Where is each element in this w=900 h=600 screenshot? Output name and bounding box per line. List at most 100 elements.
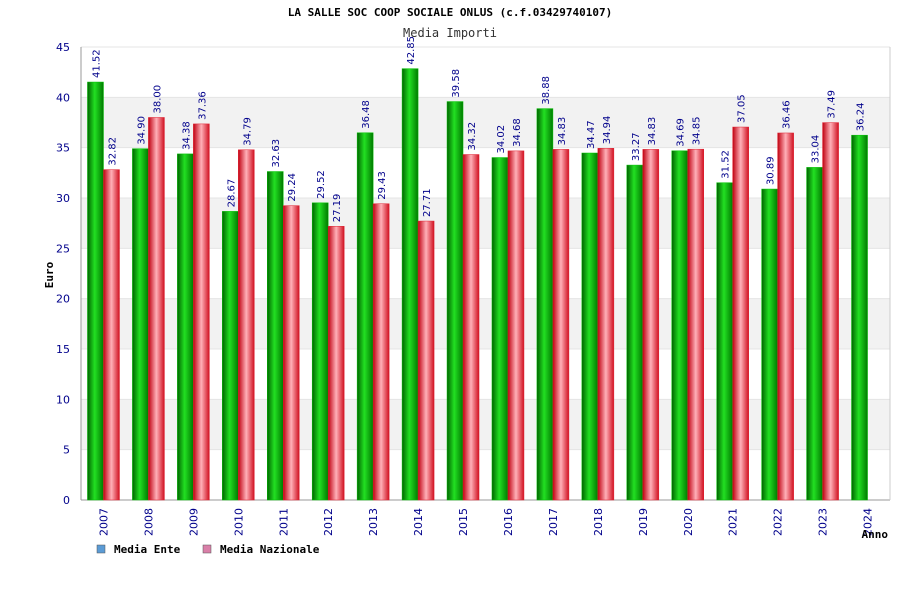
bar-media-ente-2010: [222, 211, 239, 501]
bar-media-ente-2017: [536, 108, 554, 501]
bar-media-nazionale-2010: [238, 149, 255, 501]
bar-media-ente-2013: [356, 132, 374, 501]
value-label: 32.63: [271, 139, 282, 168]
value-label: 34.68: [512, 118, 523, 147]
x-tick-label: 2013: [367, 508, 380, 536]
y-tick-label: 40: [56, 91, 70, 104]
y-tick-label: 45: [56, 41, 70, 54]
bar-media-nazionale-2019: [642, 149, 660, 501]
grid-band: [81, 97, 890, 148]
x-tick-label: 2008: [142, 508, 155, 536]
bar-media-nazionale-2017: [552, 149, 570, 501]
x-tick-label: 2016: [502, 508, 515, 536]
x-tick-label: 2018: [592, 508, 605, 536]
value-label: 34.83: [557, 117, 568, 146]
value-label: 38.88: [541, 76, 552, 105]
y-tick-label: 30: [56, 192, 70, 205]
value-label: 27.19: [332, 194, 343, 223]
value-label: 34.38: [181, 121, 192, 150]
bar-media-nazionale-2015: [462, 154, 480, 501]
x-tick-label: 2012: [322, 508, 335, 536]
grid-band: [81, 298, 890, 349]
value-label: 38.00: [152, 85, 163, 114]
value-label: 34.85: [692, 117, 703, 146]
bar-media-nazionale-2009: [193, 123, 210, 501]
value-label: 29.43: [377, 171, 388, 200]
value-label: 34.47: [586, 120, 597, 149]
value-label: 36.48: [361, 100, 372, 129]
x-axis-label: Anno: [862, 528, 889, 541]
bar-media-ente-2020: [671, 150, 688, 501]
y-tick-label: 5: [63, 444, 70, 457]
y-axis-label: Euro: [43, 261, 56, 288]
bar-media-ente-2012: [311, 202, 329, 501]
bar-media-ente-2007: [87, 81, 104, 501]
bar-media-nazionale-2011: [283, 205, 300, 501]
value-label: 36.46: [782, 100, 793, 129]
value-label: 28.67: [226, 179, 237, 208]
value-label: 37.36: [197, 91, 208, 120]
value-labels: 41.52 32.82 34.90 38.00 34.38 37.36 28.67 34.79…: [91, 36, 866, 222]
bar-media-ente-2009: [177, 153, 194, 501]
value-label: 39.58: [451, 69, 462, 98]
chart-title: LA SALLE SOC COOP SOCIALE ONLUS (c.f.034…: [288, 6, 613, 19]
bar-media-nazionale-2016: [507, 150, 525, 501]
value-label: 37.49: [827, 90, 838, 119]
grid-band: [81, 198, 890, 249]
bar-media-nazionale-2012: [327, 226, 345, 501]
value-label: 29.24: [287, 173, 298, 202]
bar-media-nazionale-2007: [103, 169, 120, 501]
bar-media-nazionale-2023: [822, 122, 839, 501]
bar-media-ente-2014: [401, 68, 419, 501]
tick-labels: 0 5 10 15 20 25 30 35 40 45 2007 2008 2009 2010 2011 20…: [56, 41, 875, 536]
chart-subtitle: Media Importi: [403, 26, 497, 40]
bar-media-nazionale-2014: [417, 220, 435, 501]
bar-media-ente-2024: [851, 134, 868, 501]
x-tick-label: 2017: [547, 508, 560, 536]
value-label: 34.79: [242, 117, 253, 146]
value-label: 33.27: [631, 132, 642, 161]
value-label: 34.69: [676, 118, 687, 147]
bar-media-ente-2008: [132, 148, 149, 501]
legend-label-media-nazionale: Media Nazionale: [220, 543, 320, 556]
value-label: 29.52: [316, 170, 327, 199]
x-tick-label: 2022: [772, 508, 785, 536]
x-tick-label: 2010: [232, 508, 245, 536]
bar-media-nazionale-2013: [372, 203, 390, 501]
bar-media-ente-2021: [716, 182, 733, 501]
x-tick-label: 2011: [277, 508, 290, 536]
x-tick-label: 2009: [187, 508, 200, 536]
value-label: 32.82: [107, 137, 118, 166]
value-label: 34.83: [647, 117, 658, 146]
legend-label-media-ente: Media Ente: [114, 543, 181, 556]
value-label: 34.02: [496, 125, 507, 154]
value-label: 36.24: [856, 103, 867, 132]
value-label: 30.89: [766, 156, 777, 185]
value-label: 42.85: [406, 36, 417, 65]
value-label: 33.04: [811, 135, 822, 164]
grid-band: [81, 399, 890, 450]
x-tick-label: 2019: [637, 508, 650, 536]
value-label: 31.52: [721, 150, 732, 179]
value-label: 37.05: [737, 94, 748, 123]
bar-media-nazionale-2022: [777, 132, 794, 501]
y-tick-label: 15: [56, 343, 70, 356]
y-tick-label: 0: [63, 494, 70, 507]
bar-media-nazionale-2021: [732, 126, 749, 501]
x-tick-label: 2024: [862, 508, 875, 536]
legend-swatch-media-nazionale: [202, 544, 212, 554]
x-tick-label: 2007: [97, 508, 110, 536]
bar-media-nazionale-2018: [597, 148, 615, 501]
y-tick-label: 10: [56, 393, 70, 406]
bar-media-ente-2015: [446, 101, 464, 501]
bar-media-nazionale-2008: [148, 117, 165, 501]
x-tick-label: 2015: [457, 508, 470, 536]
bar-media-ente-2023: [806, 167, 823, 501]
bar-media-ente-2019: [626, 164, 644, 501]
bars: [87, 68, 868, 501]
bar-media-ente-2016: [491, 157, 509, 501]
y-tick-label: 20: [56, 293, 70, 306]
y-tick-label: 35: [56, 142, 70, 155]
grid-bands: [81, 97, 890, 450]
x-tick-label: 2020: [682, 508, 695, 536]
